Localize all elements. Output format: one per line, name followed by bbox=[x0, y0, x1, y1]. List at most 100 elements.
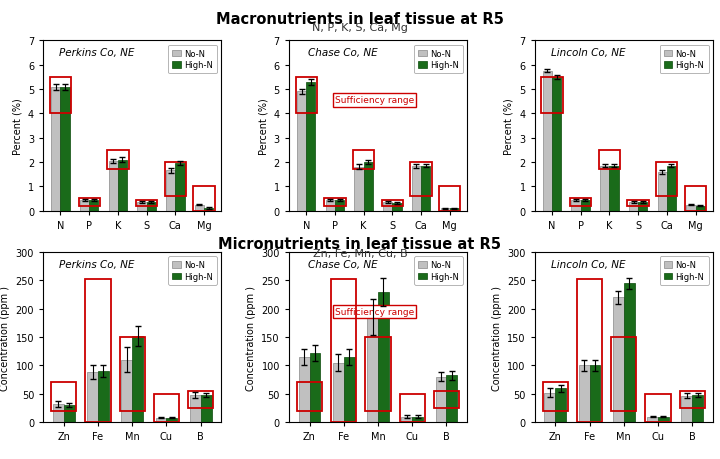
Bar bbox=[324, 199, 346, 206]
Bar bbox=[51, 383, 76, 411]
Bar bbox=[98, 371, 109, 422]
Bar bbox=[382, 200, 403, 206]
Bar bbox=[50, 78, 71, 114]
Bar bbox=[579, 366, 590, 422]
Bar bbox=[331, 280, 356, 422]
Bar bbox=[434, 391, 459, 408]
Y-axis label: Concentration (ppm ): Concentration (ppm ) bbox=[246, 285, 256, 390]
Text: Lincoln Co, NE: Lincoln Co, NE bbox=[551, 48, 626, 58]
Bar bbox=[658, 417, 669, 422]
Bar bbox=[686, 205, 696, 211]
Bar bbox=[600, 166, 609, 211]
Bar bbox=[577, 280, 602, 422]
Bar bbox=[190, 395, 201, 422]
Bar bbox=[89, 200, 99, 211]
Bar bbox=[367, 318, 378, 422]
Bar bbox=[544, 393, 555, 422]
Bar bbox=[194, 187, 215, 211]
Bar bbox=[599, 151, 620, 170]
Bar bbox=[410, 162, 432, 196]
Bar bbox=[436, 377, 446, 422]
Text: Zn, Fe, Mn, Cu, B: Zn, Fe, Mn, Cu, B bbox=[312, 249, 408, 259]
Bar bbox=[136, 200, 157, 206]
Bar bbox=[147, 203, 156, 211]
Bar bbox=[541, 78, 562, 114]
Bar bbox=[692, 395, 703, 422]
Text: Perkins Co, NE: Perkins Co, NE bbox=[59, 48, 135, 58]
Bar bbox=[570, 199, 591, 206]
Bar bbox=[64, 405, 75, 422]
Bar bbox=[325, 201, 335, 211]
Bar bbox=[401, 417, 413, 422]
Bar bbox=[51, 87, 60, 211]
Text: Chase Co, NE: Chase Co, NE bbox=[307, 259, 377, 269]
Bar bbox=[439, 187, 460, 211]
Bar bbox=[378, 292, 389, 422]
Bar bbox=[392, 203, 402, 211]
Bar bbox=[590, 366, 600, 422]
Y-axis label: Concentration (ppm ): Concentration (ppm ) bbox=[492, 285, 502, 390]
Bar bbox=[138, 203, 147, 211]
Bar bbox=[572, 200, 580, 211]
Bar bbox=[109, 162, 118, 211]
Bar bbox=[166, 418, 177, 422]
Bar bbox=[364, 162, 373, 211]
Bar bbox=[412, 166, 421, 211]
Text: Micronutrients in leaf tissue at R5: Micronutrients in leaf tissue at R5 bbox=[218, 236, 502, 252]
Y-axis label: Percent (%): Percent (%) bbox=[12, 98, 22, 155]
Bar bbox=[343, 357, 355, 422]
Bar bbox=[195, 205, 204, 211]
Bar bbox=[107, 151, 128, 170]
Bar bbox=[421, 166, 431, 211]
Bar bbox=[204, 209, 213, 211]
Bar bbox=[87, 372, 98, 422]
Bar bbox=[166, 171, 176, 211]
Bar bbox=[80, 200, 89, 211]
Bar bbox=[188, 391, 213, 408]
Bar bbox=[613, 298, 624, 422]
Bar bbox=[310, 353, 320, 422]
Bar bbox=[353, 151, 374, 170]
Bar bbox=[297, 92, 306, 211]
Bar bbox=[297, 383, 322, 411]
Bar bbox=[628, 200, 649, 206]
Legend: No-N, High-N: No-N, High-N bbox=[660, 257, 708, 285]
Y-axis label: Percent (%): Percent (%) bbox=[504, 98, 514, 155]
Bar bbox=[132, 336, 143, 422]
Bar bbox=[552, 78, 561, 211]
Bar bbox=[354, 168, 364, 211]
Bar bbox=[681, 396, 692, 422]
Text: Sufficiency range: Sufficiency range bbox=[335, 96, 414, 105]
Text: Macronutrients in leaf tissue at R5: Macronutrients in leaf tissue at R5 bbox=[216, 11, 504, 27]
Bar bbox=[118, 160, 127, 211]
Bar bbox=[60, 87, 70, 211]
Bar bbox=[413, 417, 423, 422]
Bar bbox=[441, 209, 450, 211]
Legend: No-N, High-N: No-N, High-N bbox=[414, 257, 463, 285]
Bar bbox=[696, 206, 705, 211]
Bar bbox=[365, 337, 391, 411]
Bar bbox=[656, 162, 678, 196]
Bar bbox=[680, 391, 705, 408]
Bar bbox=[667, 166, 676, 211]
Text: Chase Co, NE: Chase Co, NE bbox=[307, 48, 377, 58]
Legend: No-N, High-N: No-N, High-N bbox=[168, 257, 217, 285]
Bar bbox=[543, 383, 568, 411]
Bar bbox=[685, 187, 706, 211]
Bar bbox=[53, 404, 64, 422]
Bar bbox=[638, 203, 647, 211]
Bar bbox=[645, 394, 670, 422]
Text: Sufficiency range: Sufficiency range bbox=[335, 308, 414, 316]
Bar bbox=[165, 162, 186, 196]
Bar bbox=[299, 357, 310, 422]
Bar bbox=[201, 395, 212, 422]
Bar bbox=[383, 203, 392, 211]
Bar bbox=[176, 164, 184, 211]
Bar bbox=[306, 83, 315, 211]
Legend: No-N, High-N: No-N, High-N bbox=[168, 45, 217, 74]
Bar bbox=[156, 418, 166, 422]
Bar bbox=[120, 337, 145, 411]
Text: N, P, K, S, Ca, Mg: N, P, K, S, Ca, Mg bbox=[312, 23, 408, 33]
Bar bbox=[154, 394, 179, 422]
Bar bbox=[335, 200, 344, 211]
